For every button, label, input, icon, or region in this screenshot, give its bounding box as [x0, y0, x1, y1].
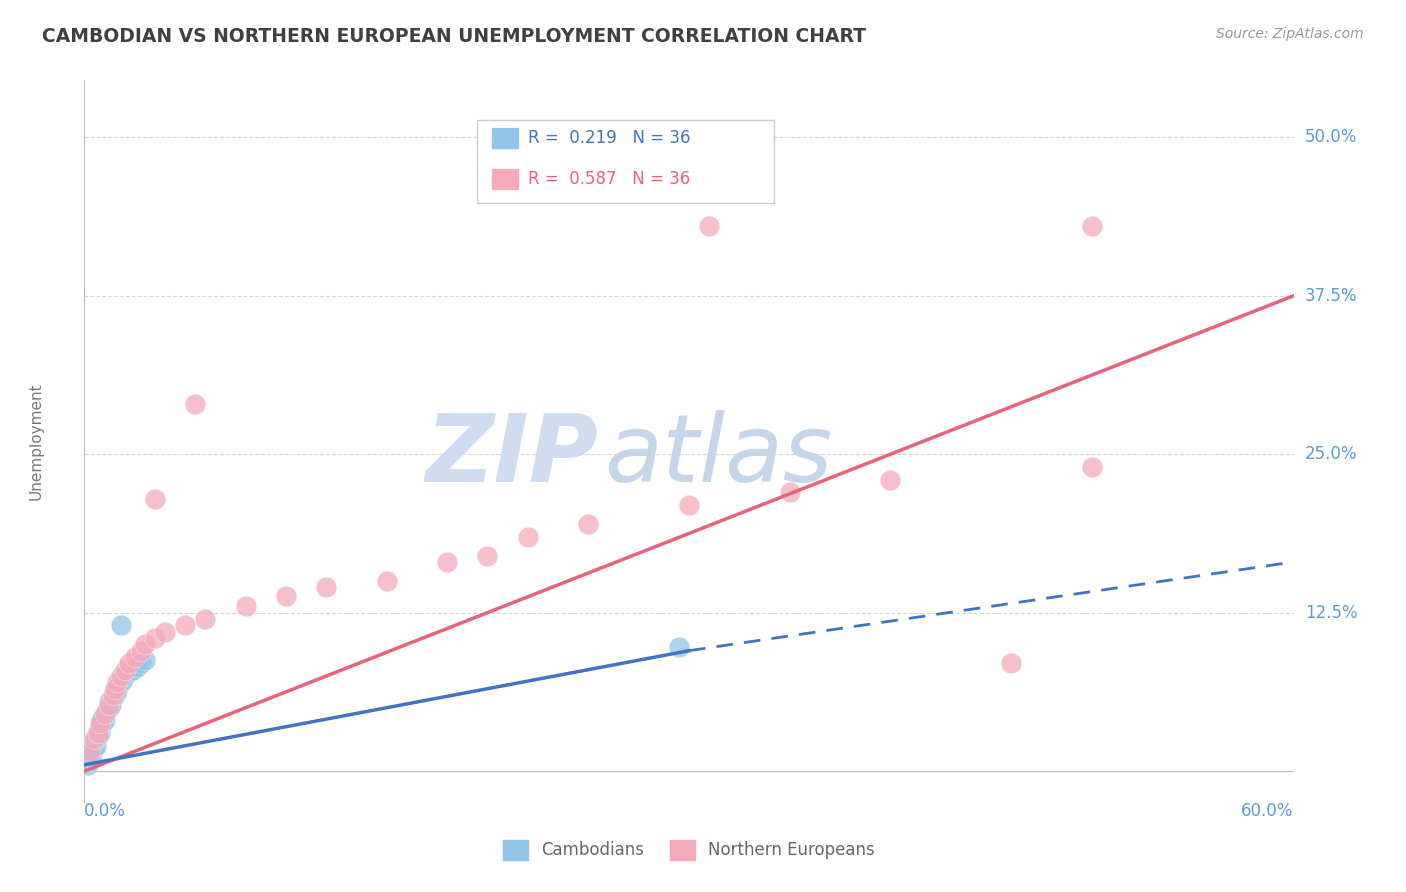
Point	[477, 549, 499, 563]
Point	[1081, 219, 1104, 233]
Point	[97, 698, 120, 713]
Point	[879, 473, 901, 487]
Text: 37.5%: 37.5%	[1305, 286, 1357, 305]
Point	[104, 681, 127, 696]
Point	[89, 715, 111, 730]
Point	[235, 599, 257, 614]
Point	[83, 736, 105, 750]
Point	[111, 673, 134, 687]
Point	[91, 715, 114, 730]
Point	[79, 745, 101, 759]
Point	[134, 652, 156, 666]
Point	[79, 754, 101, 768]
Point	[87, 729, 110, 743]
Text: 50.0%: 50.0%	[1305, 128, 1357, 146]
Point	[118, 665, 141, 680]
Point	[315, 580, 337, 594]
Point	[516, 530, 538, 544]
Point	[97, 694, 120, 708]
Point	[93, 714, 115, 728]
Point	[89, 720, 111, 734]
Point	[134, 637, 156, 651]
Point	[129, 643, 152, 657]
Point	[121, 663, 143, 677]
Point	[1000, 657, 1022, 671]
Point	[77, 757, 100, 772]
Point	[174, 618, 197, 632]
Text: Unemployment: Unemployment	[28, 383, 44, 500]
Point	[110, 675, 132, 690]
Point	[110, 669, 132, 683]
Point	[107, 678, 129, 692]
Point	[114, 669, 136, 683]
Point	[668, 640, 690, 654]
Point	[86, 739, 108, 753]
Point	[375, 574, 398, 588]
Point	[105, 675, 128, 690]
Point	[104, 688, 127, 702]
Point	[105, 684, 128, 698]
Point	[124, 650, 146, 665]
FancyBboxPatch shape	[492, 128, 519, 148]
Text: R =  0.587   N = 36: R = 0.587 N = 36	[529, 170, 690, 188]
Point	[83, 741, 105, 756]
Point	[436, 555, 458, 569]
Point	[194, 612, 217, 626]
Point	[678, 498, 700, 512]
Text: ZIP: ZIP	[426, 410, 599, 502]
Point	[97, 700, 120, 714]
Point	[110, 618, 132, 632]
Point	[1081, 459, 1104, 474]
Point	[91, 711, 114, 725]
Point	[104, 681, 127, 696]
Point	[96, 703, 118, 717]
Point	[143, 491, 166, 506]
Point	[274, 589, 297, 603]
Point	[118, 657, 141, 671]
Text: 60.0%: 60.0%	[1241, 802, 1294, 820]
Point	[125, 660, 148, 674]
Point	[93, 707, 115, 722]
Text: atlas: atlas	[605, 410, 832, 501]
Text: 0.0%: 0.0%	[84, 802, 127, 820]
Point	[93, 707, 115, 722]
Legend: Cambodians, Northern Europeans: Cambodians, Northern Europeans	[496, 833, 882, 867]
Point	[779, 485, 801, 500]
Point	[184, 396, 207, 410]
Point	[82, 751, 104, 765]
Point	[86, 732, 108, 747]
Point	[82, 745, 104, 759]
Point	[153, 624, 176, 639]
Text: R =  0.219   N = 36: R = 0.219 N = 36	[529, 129, 690, 147]
Point	[79, 748, 101, 763]
FancyBboxPatch shape	[478, 120, 773, 203]
Point	[87, 726, 110, 740]
FancyBboxPatch shape	[492, 169, 519, 189]
Point	[89, 726, 111, 740]
Text: 12.5%: 12.5%	[1305, 604, 1357, 622]
Point	[697, 219, 720, 233]
Point	[576, 516, 599, 531]
Point	[87, 723, 110, 738]
Point	[101, 690, 124, 705]
Text: Source: ZipAtlas.com: Source: ZipAtlas.com	[1216, 27, 1364, 41]
Text: 25.0%: 25.0%	[1305, 445, 1357, 463]
Text: CAMBODIAN VS NORTHERN EUROPEAN UNEMPLOYMENT CORRELATION CHART: CAMBODIAN VS NORTHERN EUROPEAN UNEMPLOYM…	[42, 27, 866, 45]
Point	[143, 631, 166, 645]
Point	[100, 698, 122, 713]
Point	[101, 688, 124, 702]
Point	[114, 663, 136, 677]
Point	[83, 732, 105, 747]
Point	[129, 657, 152, 671]
